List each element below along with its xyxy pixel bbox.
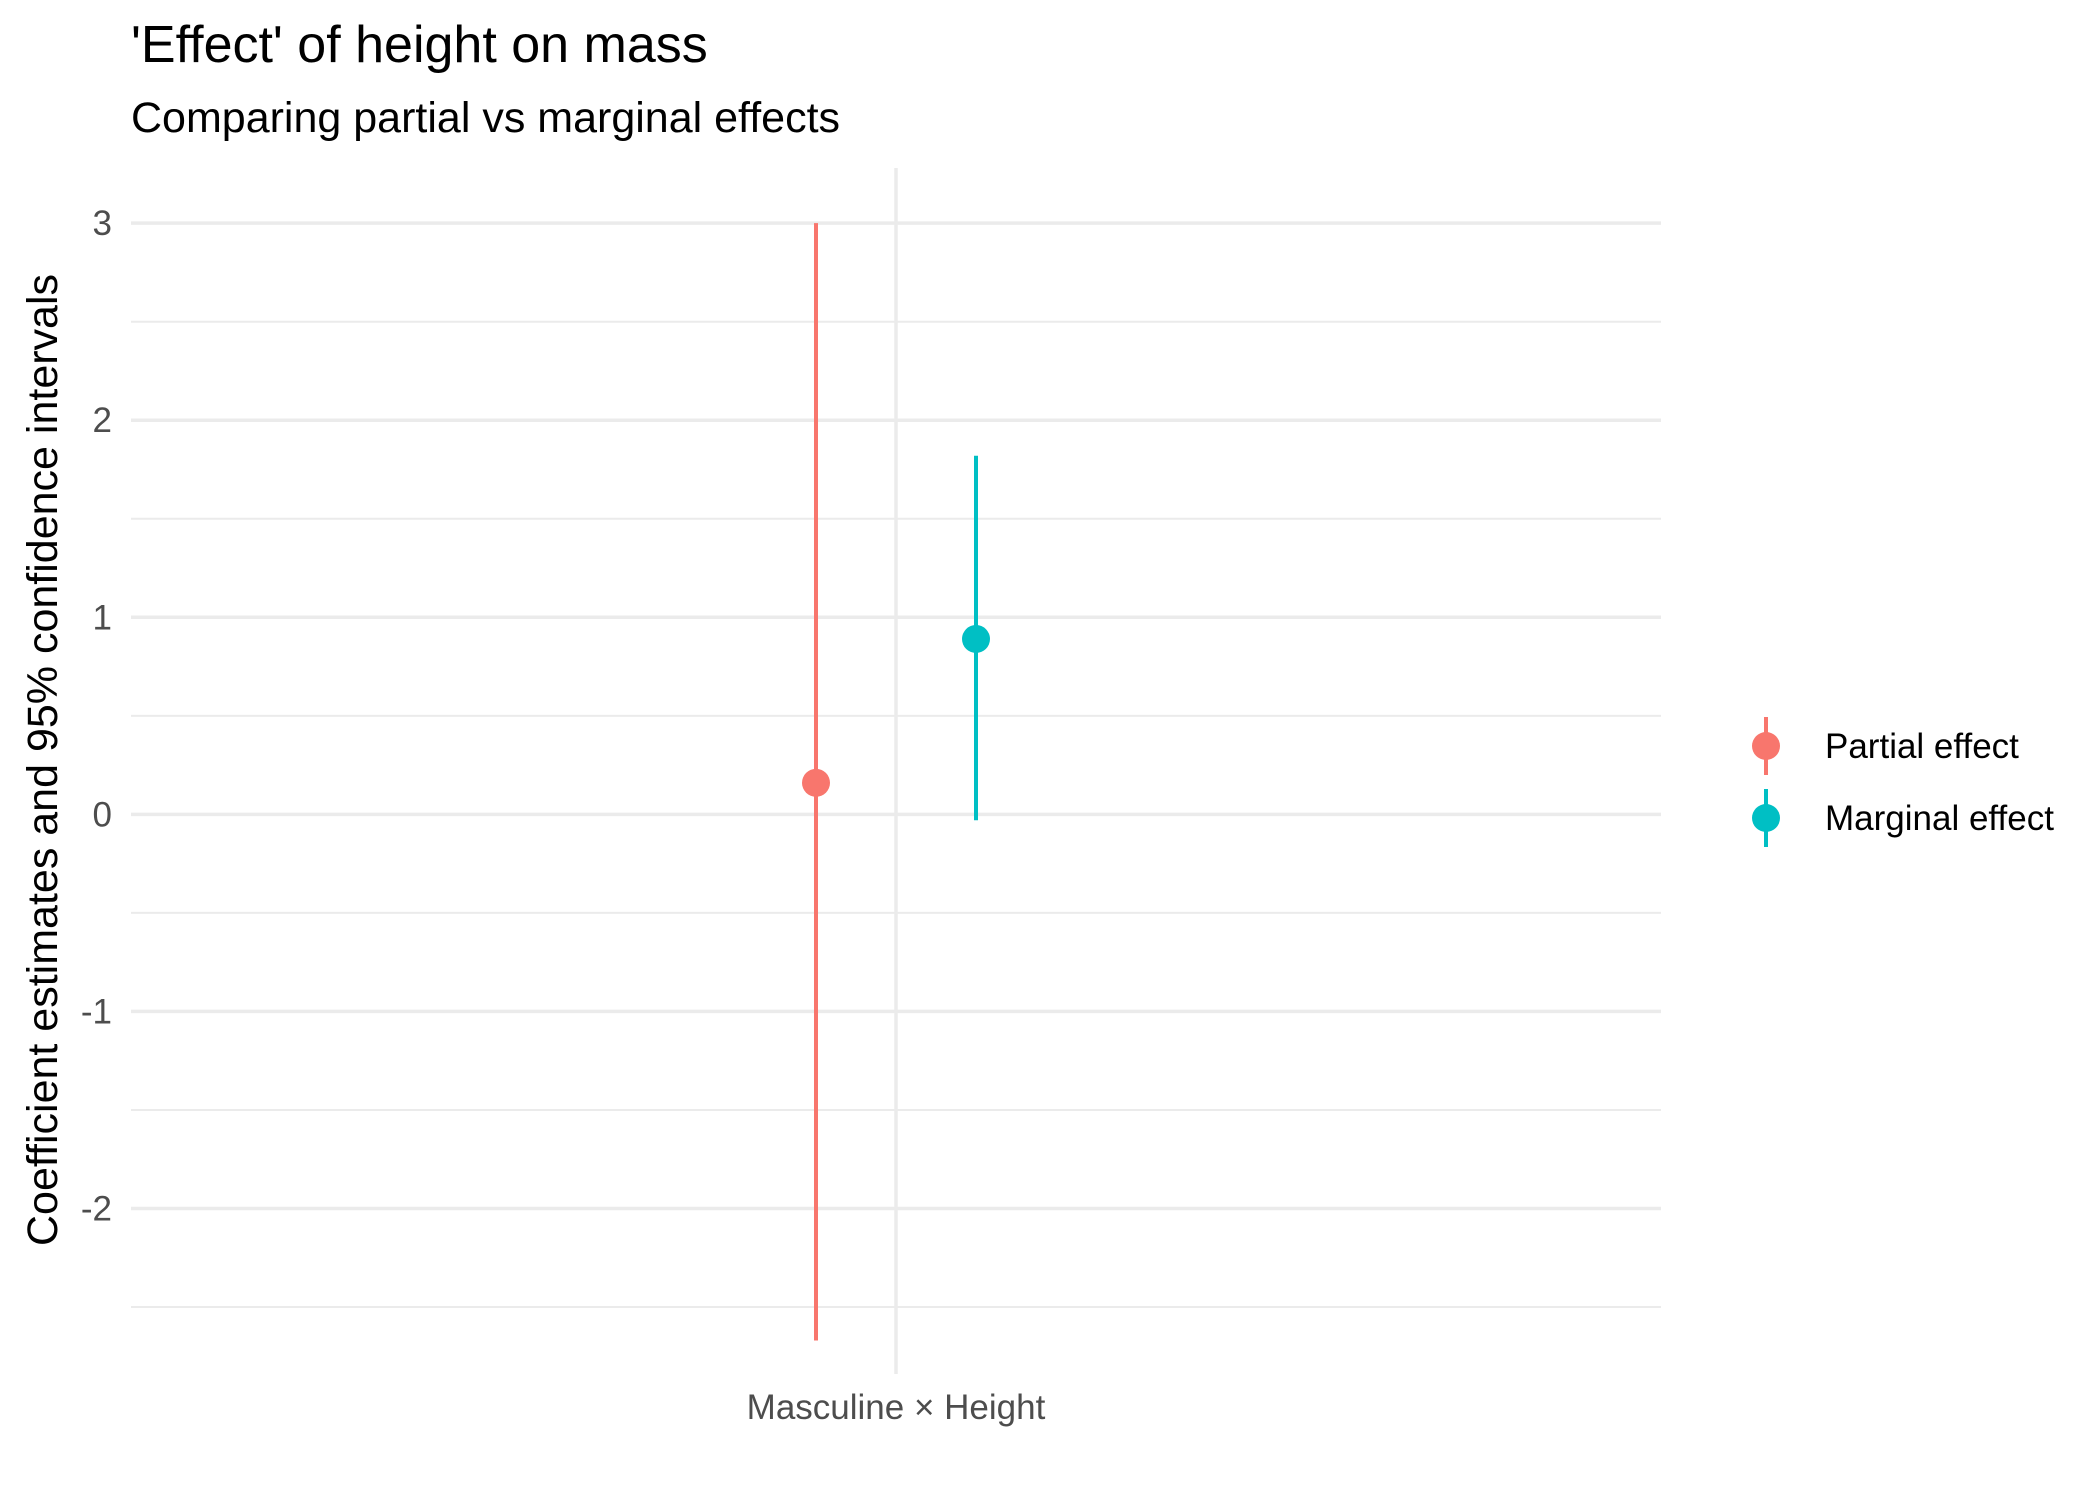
chart-title: 'Effect' of height on mass [131, 16, 708, 74]
y-axis-ticks: -2 -1 0 1 2 3 [81, 204, 112, 1228]
y-tick-label: 2 [93, 401, 112, 440]
x-axis-ticks: Masculine × Height [747, 1388, 1046, 1427]
partial-effect-point [802, 768, 830, 797]
marginal-effect-point [962, 624, 990, 653]
legend-key-point-partial-effect [1752, 732, 1780, 760]
plot-marks [802, 223, 990, 1341]
legend: Partial effect Marginal effect [1752, 717, 2054, 847]
x-tick-label: Masculine × Height [747, 1388, 1046, 1427]
y-tick-label: -2 [81, 1189, 112, 1228]
y-axis-title: Coefficient estimates and 95% confidence… [19, 274, 67, 1246]
y-tick-label: 1 [93, 598, 112, 637]
chart-subtitle: Comparing partial vs marginal effects [131, 94, 840, 142]
y-tick-label: 3 [93, 204, 112, 243]
legend-label-partial-effect: Partial effect [1825, 727, 2019, 766]
legend-label-marginal-effect: Marginal effect [1825, 799, 2054, 838]
y-tick-label: 0 [93, 795, 112, 834]
legend-key-point-marginal-effect [1752, 804, 1780, 832]
y-tick-label: -1 [81, 992, 112, 1031]
grid [131, 168, 1661, 1374]
